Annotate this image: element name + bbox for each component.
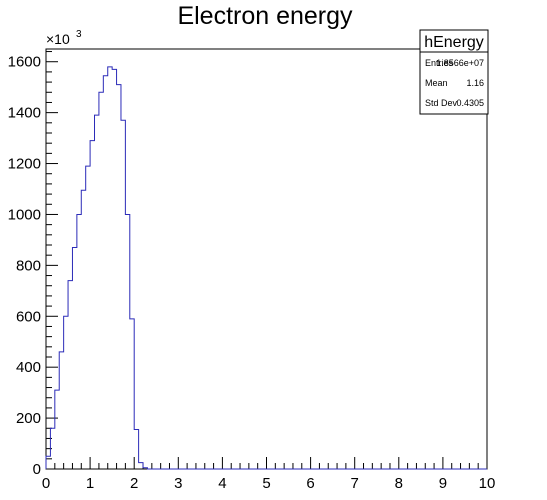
stats-name: hEnergy xyxy=(424,34,484,51)
y-tick-label: 800 xyxy=(16,257,41,274)
stats-box: hEnergy Entries 1.8566e+07 Mean 1.16 Std… xyxy=(419,29,489,115)
x-tick-label: 7 xyxy=(351,475,359,492)
y-tick-label: 600 xyxy=(16,308,41,325)
y-tick-label: 1200 xyxy=(8,156,41,173)
y-multiplier: ×10 3 xyxy=(46,29,82,47)
axes: 0 1 2 3 4 5 6 7 8 9 10 0 200 400 600 800 1000 1200 1400 160… xyxy=(8,51,496,492)
stats-entries-label: Entries xyxy=(425,58,454,68)
histogram-line xyxy=(45,66,487,470)
stats-stddev-value: 0.4305 xyxy=(456,98,484,108)
x-tick-label: 6 xyxy=(306,475,314,492)
y-tick-label: 400 xyxy=(16,359,41,376)
x-tick-label: 1 xyxy=(86,475,94,492)
y-tick-label: 1600 xyxy=(8,54,41,71)
stats-mean-value: 1.16 xyxy=(466,78,484,88)
y-tick-label: 200 xyxy=(16,410,41,427)
chart-title: Electron energy xyxy=(177,2,353,30)
x-tick-label: 10 xyxy=(479,475,496,492)
y-tick-label: 1000 xyxy=(8,206,41,223)
y-tick-label: 0 xyxy=(33,461,41,478)
stats-stddev-label: Std Dev xyxy=(425,98,458,108)
stats-box-frame xyxy=(419,29,489,115)
x-tick-label: 4 xyxy=(218,475,226,492)
stats-mean-label: Mean xyxy=(425,78,448,88)
y-multiplier-exponent: 3 xyxy=(76,29,82,40)
x-tick-label: 8 xyxy=(395,475,403,492)
x-tick-label: 0 xyxy=(42,475,50,492)
x-tick-label: 3 xyxy=(174,475,182,492)
y-tick-label: 1400 xyxy=(8,105,41,122)
x-tick-label: 9 xyxy=(439,475,447,492)
y-multiplier-label: ×10 xyxy=(46,31,70,47)
x-tick-label: 2 xyxy=(130,475,138,492)
x-tick-label: 5 xyxy=(262,475,270,492)
stats-entries-value: 1.8566e+07 xyxy=(436,58,484,68)
